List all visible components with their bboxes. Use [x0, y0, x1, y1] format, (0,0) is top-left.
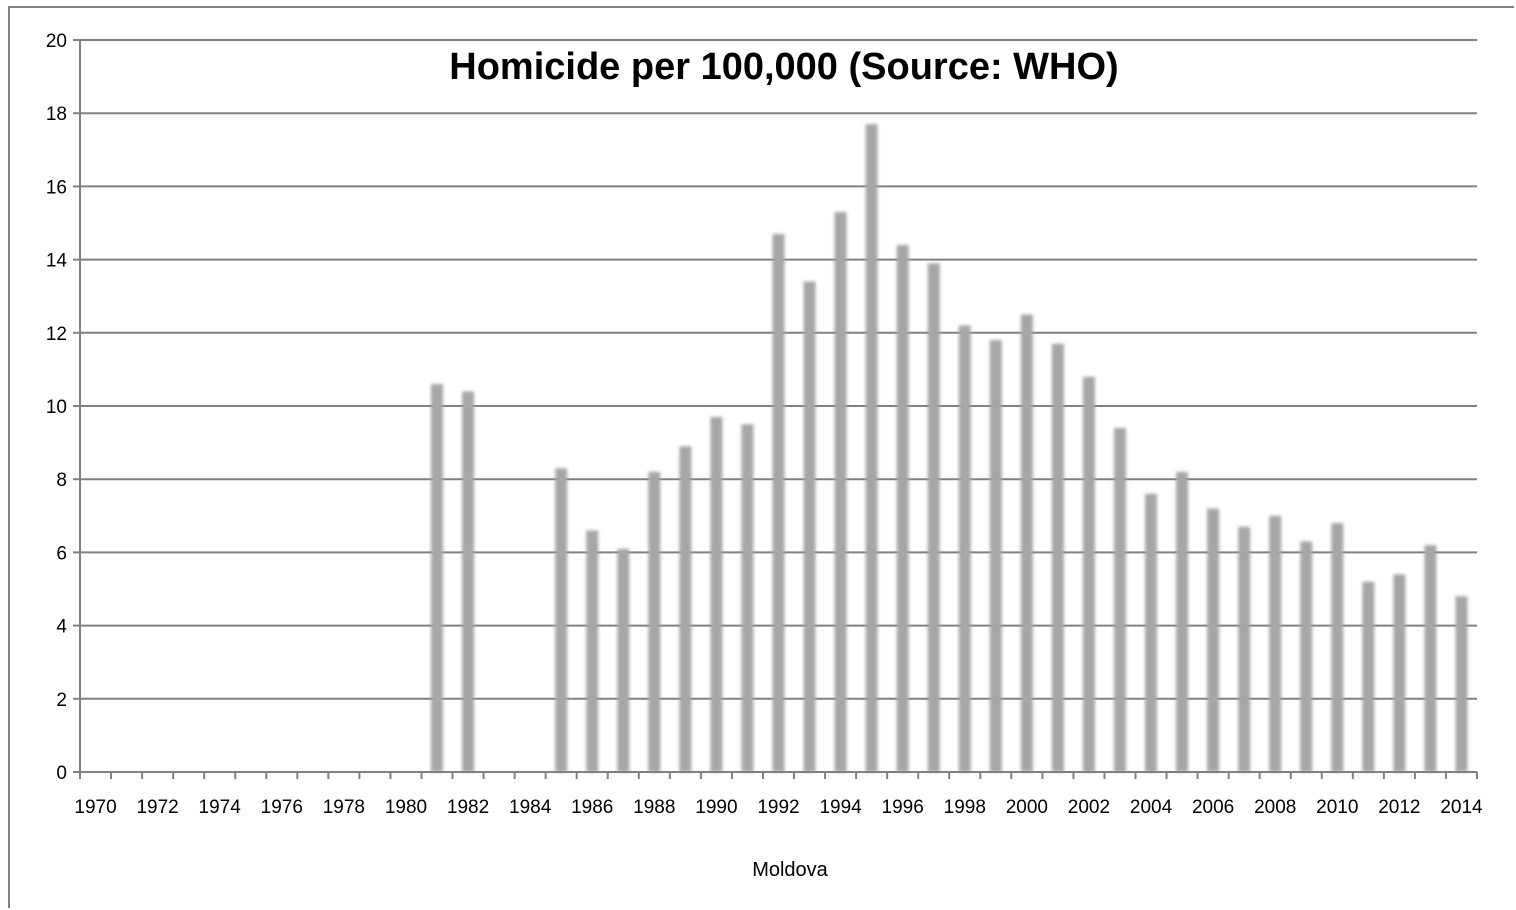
bar-2000 [1020, 314, 1033, 772]
x-tick-label: 2014 [1440, 797, 1483, 818]
bar-2001 [1051, 343, 1064, 772]
bar-2007 [1238, 526, 1251, 772]
x-tick-labels: 1970 1972 1974 1976 1978 1980 1982 1984 1986 1988… [74, 797, 1483, 818]
chart-title: Homicide per 100,000 (Source: WHO) [449, 46, 1118, 88]
y-tick-labels: 0 2 4 6 8 10 12 14 16 18 20 [46, 31, 68, 784]
bar-1998 [958, 325, 971, 772]
axes [73, 39, 1478, 779]
y-tick-label: 2 [56, 690, 67, 711]
bar-1991 [741, 424, 754, 772]
bar-2014 [1455, 596, 1468, 772]
bar-1982 [462, 391, 475, 772]
bar-1989 [679, 446, 692, 772]
bar-2009 [1300, 541, 1313, 772]
bar-2012 [1393, 574, 1406, 772]
bar-1985 [555, 468, 568, 772]
bar-1988 [648, 471, 661, 772]
x-tick-label: 2006 [1192, 797, 1234, 818]
y-tick-label: 10 [46, 397, 67, 418]
y-tick-label: 8 [56, 470, 67, 491]
bar-1987 [617, 548, 630, 772]
x-tick-label: 2008 [1254, 797, 1296, 818]
chart-frame [8, 6, 1514, 908]
bar-2003 [1113, 427, 1126, 772]
bar-1992 [772, 233, 785, 773]
bar-2002 [1082, 376, 1095, 772]
y-tick-label: 6 [56, 543, 67, 564]
x-tick-label: 1996 [882, 797, 924, 818]
bar-1994 [834, 212, 847, 772]
x-tick-label: 1970 [74, 797, 116, 818]
x-tick-label: 2000 [1006, 797, 1048, 818]
y-tick-label: 14 [46, 251, 68, 272]
bar-1986 [586, 530, 599, 772]
bar-2004 [1145, 493, 1158, 772]
x-tick-label: 1978 [323, 797, 365, 818]
bar-1981 [431, 384, 444, 772]
bar-2011 [1362, 581, 1375, 772]
bar-2006 [1207, 508, 1220, 772]
y-tick-label: 16 [46, 177, 67, 198]
y-tick-label: 18 [46, 104, 67, 125]
x-tick-label: 1988 [633, 797, 675, 818]
bar-1999 [989, 340, 1002, 772]
x-tick-label: 2004 [1130, 797, 1173, 818]
x-tick-label: 1980 [385, 797, 427, 818]
x-tick-label: 1974 [199, 797, 242, 818]
x-tick-label: 2002 [1068, 797, 1110, 818]
x-tick-label: 1998 [944, 797, 986, 818]
x-tick-label: 1976 [261, 797, 303, 818]
y-tick-label: 4 [56, 617, 67, 638]
x-tick-label: 1994 [819, 797, 862, 818]
y-tick-label: 12 [46, 324, 67, 345]
bar-1993 [803, 281, 816, 772]
x-tick-label: 1984 [509, 797, 552, 818]
bar-2013 [1424, 545, 1437, 772]
bar-2005 [1176, 471, 1189, 772]
bar-1990 [710, 416, 723, 772]
y-tick-label: 20 [46, 31, 67, 52]
bar-2010 [1331, 523, 1344, 772]
bar-1996 [896, 244, 909, 772]
x-tick-label: 1992 [757, 797, 799, 818]
y-tick-label: 0 [56, 763, 67, 784]
bar-1997 [927, 263, 940, 772]
bar-1995 [865, 124, 878, 773]
x-tick-label: 2012 [1378, 797, 1420, 818]
x-tick-label: 1986 [571, 797, 613, 818]
bars [431, 124, 1468, 773]
x-tick-label: 1972 [136, 797, 178, 818]
x-tick-label: 1982 [447, 797, 489, 818]
x-tick-label: 1990 [695, 797, 737, 818]
bar-2008 [1269, 515, 1282, 772]
x-axis-label: Moldova [752, 859, 828, 881]
x-tick-label: 2010 [1316, 797, 1358, 818]
